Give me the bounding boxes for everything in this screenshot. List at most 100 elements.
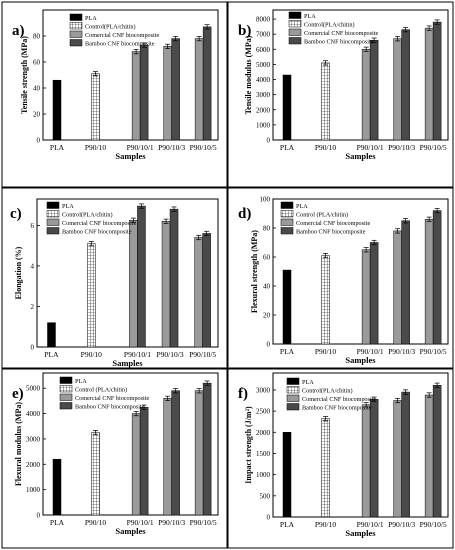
bar-d-P90/10/1 <box>361 249 371 345</box>
x-tick-label: P90/10/5 <box>189 350 216 359</box>
y-tick-label: 40 <box>33 85 41 93</box>
legend-swatch <box>280 218 294 226</box>
y-tick-label: 7000 <box>256 31 271 39</box>
chart-panel-5: 0 1000 2000 3000 4000 5000 PLA P90/10 P90/10/1 P9… <box>1 368 228 549</box>
y-tick-label: 8000 <box>256 16 271 24</box>
y-tick-label: 5000 <box>26 385 41 393</box>
bar-f-P90/10 <box>321 418 330 518</box>
y-tick-label: 2 <box>31 303 35 311</box>
panel-border <box>1 368 228 549</box>
x-tick-label: PLA <box>280 520 295 529</box>
x-tick-label: P90/10/1 <box>357 347 384 356</box>
legend-swatch <box>280 210 294 218</box>
x-tick-label: PLA <box>50 518 65 527</box>
bar-c-PLA <box>47 322 56 348</box>
legend-label: Bamboo CNF biocomposite <box>75 403 145 410</box>
x-tick-label: P90/10 <box>315 143 337 152</box>
bar-a-P90/10/1 <box>131 51 141 141</box>
x-tick-label: P90/10/3 <box>158 518 185 527</box>
bar-d-P90/10/5 <box>424 219 434 345</box>
x-tick-label: PLA <box>280 347 295 356</box>
legend-label: Bamboo CNF biocomposite <box>302 404 372 411</box>
bar-c-P90/10/3 <box>161 221 171 348</box>
legend-swatch <box>280 227 294 235</box>
legend-label: Control(PLA/chitin) <box>85 23 136 30</box>
plot-frame <box>36 198 219 348</box>
bar-f-P90/10/1 <box>369 399 379 518</box>
legend-label: Bamboo CNF biocomposite <box>85 40 155 47</box>
y-tick-label: 1500 <box>256 450 271 458</box>
panel-label: f) <box>238 386 248 402</box>
x-tick-label: PLA <box>280 143 295 152</box>
legend-label: Comercial CNF biocomposite <box>85 32 159 39</box>
bar-d-P90/10/1 <box>369 242 379 345</box>
bar-a-PLA <box>52 79 62 141</box>
bar-d-P90/10/3 <box>401 220 410 345</box>
legend-label: PLA <box>302 379 314 386</box>
panel-border <box>227 1 454 188</box>
x-tick-label: P90/10/1 <box>127 143 154 152</box>
y-tick-label: 4000 <box>256 76 271 84</box>
x-tick-label: P90/10/3 <box>388 520 415 529</box>
legend-label: Control(PLA/chitin) <box>62 211 113 218</box>
plot-frame <box>272 372 449 518</box>
legend-swatch <box>286 377 300 385</box>
panel-border <box>227 187 454 369</box>
x-tick-label: P90/10/1 <box>357 520 384 529</box>
y-tick-label: 1000 <box>256 121 271 129</box>
y-tick-label: 2000 <box>256 106 271 114</box>
panel-border <box>1 187 228 369</box>
bar-c-P90/10/3 <box>169 208 179 348</box>
y-tick-label: 20 <box>263 312 271 320</box>
bar-f-P90/10/1 <box>361 404 371 518</box>
chart-panel-2: 0 1000 2000 3000 4000 5000 6000 7000 8000 PLA P90/… <box>227 1 454 188</box>
legend-swatch <box>286 386 300 394</box>
y-axis-title: Flexural strength (MPa) <box>250 230 259 313</box>
bar-b-P90/10/1 <box>361 49 371 141</box>
x-tick-label: P90/10/1 <box>127 518 154 527</box>
legend-swatch <box>280 201 294 209</box>
legend-swatch <box>46 201 60 209</box>
bar-f-P90/10/3 <box>393 400 402 518</box>
y-tick-label: 60 <box>33 59 41 67</box>
legend-label: Bamboo CNF biocomposite <box>296 228 366 235</box>
bar-b-P90/10/5 <box>424 27 434 141</box>
bar-f-P90/10/5 <box>424 394 434 518</box>
legend-label: Comercial CNF biocomposite <box>75 395 149 402</box>
y-tick-label: 80 <box>263 225 271 233</box>
y-tick-label: 40 <box>263 283 271 291</box>
bar-e-P90/10 <box>91 432 100 516</box>
chart-panel-1: 0 20 40 60 80 PLA P90/10 P90/10/1 P90/10/3 P90/10… <box>1 1 228 188</box>
y-tick-label: 2500 <box>256 408 271 416</box>
plot-frame <box>272 198 449 345</box>
x-axis-title: Samples <box>115 151 146 161</box>
plot-frame <box>272 9 449 141</box>
bar-c-P90/10/5 <box>202 233 211 348</box>
legend-label: PLA <box>304 13 316 20</box>
legend-swatch <box>46 210 60 218</box>
bar-d-PLA <box>282 269 292 345</box>
legend-label: PLA <box>62 203 74 210</box>
x-tick-label: P90/10/1 <box>124 350 151 359</box>
bar-d-P90/10 <box>321 255 330 345</box>
x-tick-label: PLA <box>44 350 59 359</box>
plot-frame <box>42 9 219 141</box>
x-tick-label: P90/10 <box>85 143 107 152</box>
bar-b-PLA <box>282 74 292 141</box>
bar-a-P90/10/1 <box>139 44 149 141</box>
y-tick-label: 4000 <box>26 410 41 418</box>
x-tick-label: P90/10/5 <box>420 347 447 356</box>
legend-label: PLA <box>85 15 97 22</box>
legend-swatch <box>286 403 300 411</box>
bar-e-P90/10/1 <box>139 406 149 516</box>
x-tick-label: P90/10/5 <box>420 143 447 152</box>
bar-c-P90/10/1 <box>129 220 138 348</box>
y-axis-title: Impact strength (J/m²) <box>244 406 253 484</box>
y-tick-label: 1000 <box>256 471 271 479</box>
y-tick-label: 0 <box>267 341 271 349</box>
y-axis-title: Elongation (%) <box>14 246 23 299</box>
